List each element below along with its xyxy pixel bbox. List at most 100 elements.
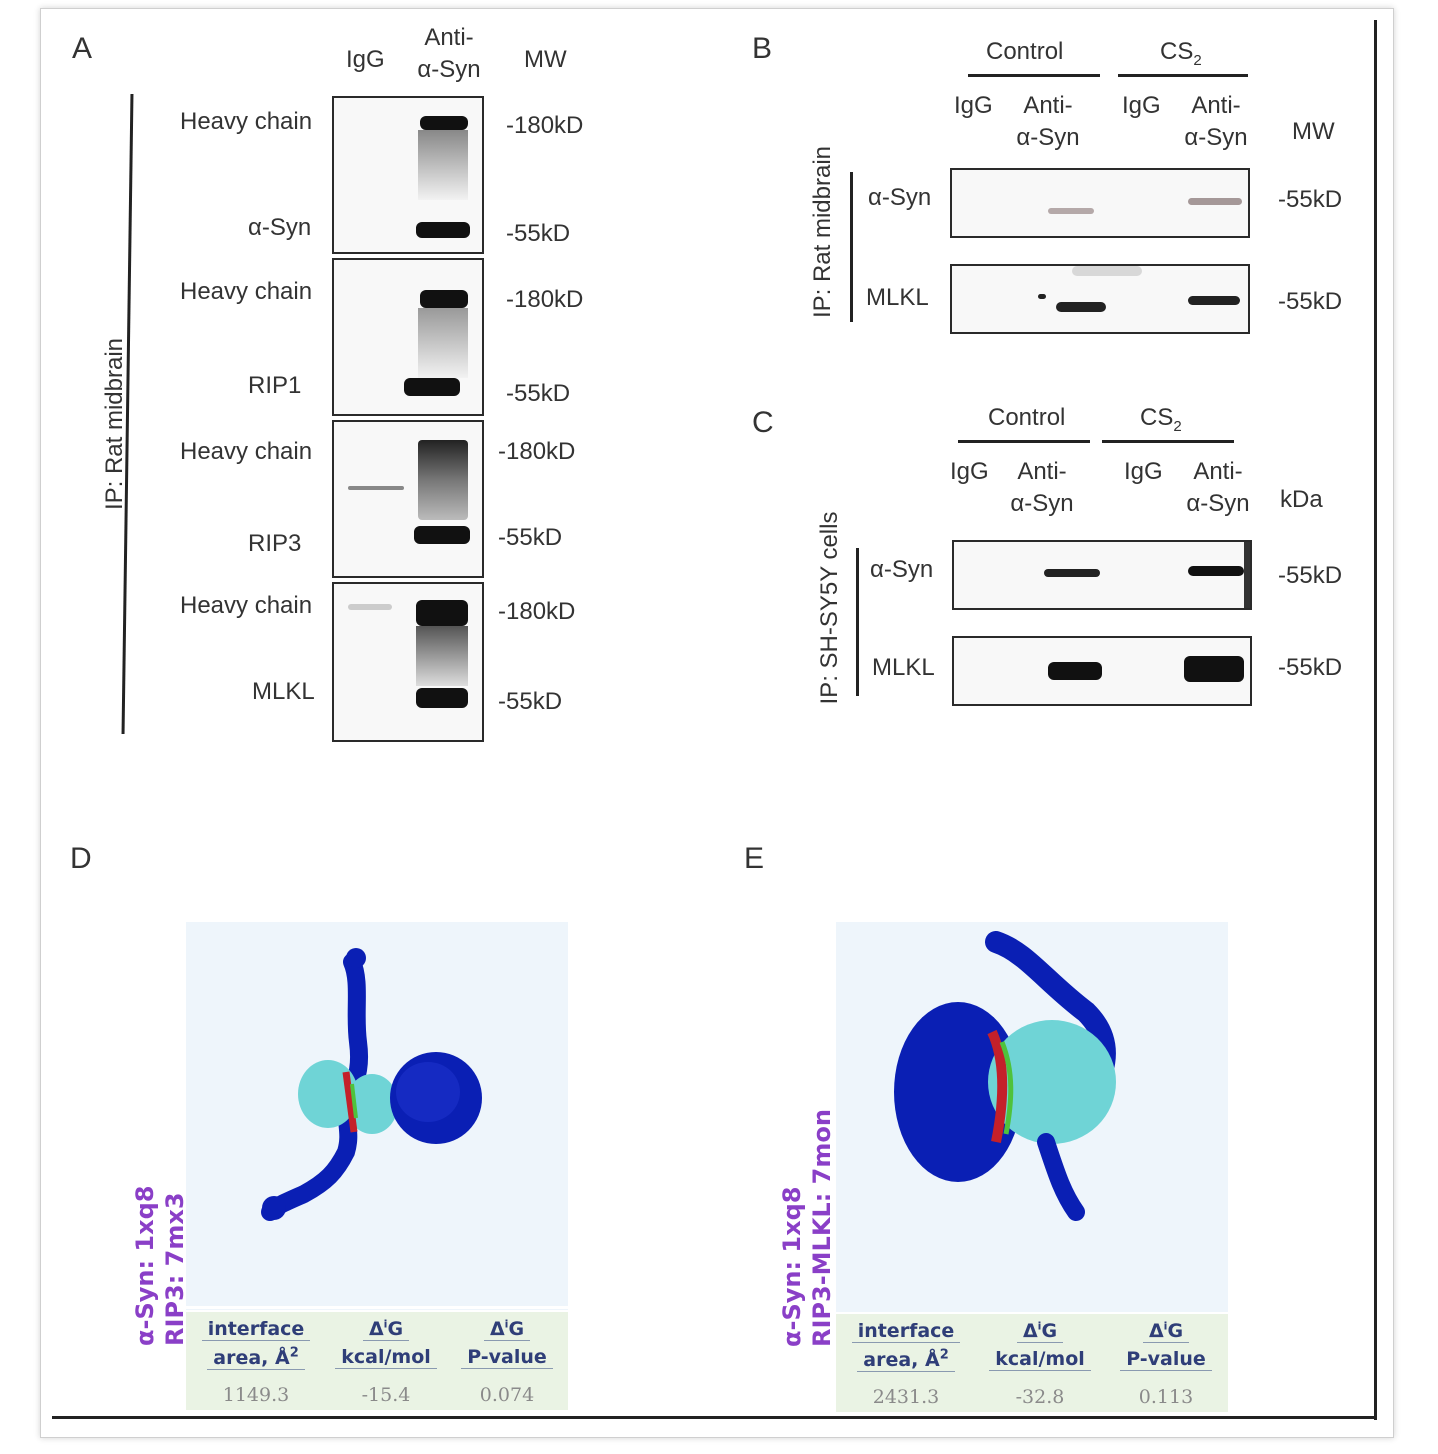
- e-th-dg: ΔiG kcal/mol: [976, 1320, 1104, 1372]
- panel-c-control-rule: [958, 440, 1090, 443]
- a-blot-4: [332, 582, 484, 742]
- band: [1056, 302, 1106, 312]
- band: [1188, 296, 1240, 305]
- band: [1038, 294, 1046, 299]
- d-value-dg: -15.4: [361, 1384, 411, 1406]
- a-blot-2: [332, 258, 484, 416]
- d-th-dg: ΔiG kcal/mol: [326, 1318, 446, 1370]
- band: [420, 116, 468, 130]
- c-row2-label: MLKL: [872, 654, 935, 681]
- band: [1244, 542, 1250, 608]
- a-row2-top-label: Heavy chain: [180, 278, 313, 305]
- panel-d-molecule: [261, 948, 482, 1221]
- band: [348, 486, 404, 490]
- band: [1048, 662, 1102, 680]
- a-row4-mw-bottom: -55kD: [498, 688, 563, 715]
- a-row4-mw-top: -180kD: [498, 598, 576, 625]
- band: [416, 600, 468, 626]
- panel-c-ip-bracket: [856, 548, 859, 696]
- panel-a-label: A: [72, 32, 93, 65]
- panel-c-col-igg-2: IgG: [1124, 458, 1163, 485]
- panel-c-col-anti-1: Anti- α-Syn: [1010, 458, 1074, 517]
- a-row2-mw-top: -180kD: [506, 286, 584, 313]
- c-blot-2: [952, 636, 1252, 706]
- a-row3-top-label: Heavy chain: [180, 438, 313, 465]
- panel-a-ip-label: IP: Rat midbrain: [101, 337, 128, 511]
- d-value-pvalue: 0.074: [479, 1384, 535, 1406]
- band: [1188, 198, 1242, 205]
- panel-b-ip-bracket: [850, 172, 853, 322]
- b-row2-mw: -55kD: [1278, 288, 1343, 315]
- e-value-dg: -32.8: [1015, 1386, 1065, 1408]
- panel-e-molecule: [894, 931, 1116, 1221]
- e-th-area: interface area, Å2: [836, 1320, 976, 1373]
- panel-c-col-mw: kDa: [1280, 486, 1323, 513]
- a-row2-bottom-label: RIP1: [248, 372, 302, 399]
- panel-c-group-control: Control: [988, 404, 1066, 431]
- panel-b-col-igg-1: IgG: [954, 92, 993, 119]
- panel-c-ip-label: IP: SH-SY5Y cells: [816, 511, 843, 705]
- a-row1-bottom-label: α-Syn: [248, 214, 312, 241]
- a-row3-bottom-label: RIP3: [248, 530, 302, 557]
- smear: [418, 308, 468, 378]
- panel-b-label: B: [752, 32, 773, 65]
- e-th-pvalue: ΔiG P-value: [1104, 1320, 1228, 1372]
- band: [1072, 266, 1142, 276]
- panel-b-col-mw: MW: [1292, 118, 1335, 145]
- a-row2-mw-bottom: -55kD: [506, 380, 571, 407]
- band: [1044, 569, 1100, 577]
- band: [416, 688, 468, 708]
- panel-b-ip-label: IP: Rat midbrain: [809, 145, 836, 319]
- panel-b-group-cs2: CS2: [1160, 38, 1202, 69]
- smear: [418, 130, 468, 200]
- figure-bottom-border: [52, 1416, 1377, 1419]
- panel-c-col-anti-2: Anti- α-Syn: [1186, 458, 1250, 517]
- figure-right-border: [1374, 20, 1377, 1420]
- panel-d-side-line1: α-Syn: 1xq8: [131, 1185, 159, 1346]
- d-value-area: 1149.3: [222, 1384, 290, 1406]
- band: [348, 604, 392, 610]
- panel-d-table-gap: [186, 1306, 568, 1309]
- a-blot-3: [332, 420, 484, 578]
- a-row1-top-label: Heavy chain: [180, 108, 313, 135]
- c-blot-1: [952, 540, 1252, 610]
- e-value-pvalue: 0.113: [1138, 1386, 1194, 1408]
- a-row1-mw-top: -180kD: [506, 112, 584, 139]
- c-row1-label: α-Syn: [870, 556, 934, 583]
- panel-b-col-anti-2: Anti- α-Syn: [1184, 92, 1248, 151]
- panel-c-group-cs2: CS2: [1140, 404, 1182, 435]
- panel-e-side-line1: α-Syn: 1xq8: [778, 1186, 806, 1347]
- panel-c-col-igg-1: IgG: [950, 458, 989, 485]
- e-value-area: 2431.3: [872, 1386, 940, 1408]
- panel-a-col-anti: Anti- α-Syn: [417, 24, 481, 83]
- band: [418, 440, 468, 520]
- panel-d-interface-table: interface area, Å2 ΔiG kcal/mol ΔiG P-va…: [186, 1312, 568, 1410]
- b-blot-2: [950, 264, 1250, 334]
- panel-b-cs2-rule: [1118, 74, 1248, 77]
- panel-b-col-igg-2: IgG: [1122, 92, 1161, 119]
- panel-e-interface-table: interface area, Å2 ΔiG kcal/mol ΔiG P-va…: [836, 1314, 1228, 1412]
- band: [404, 378, 460, 396]
- panel-b-col-anti-1: Anti- α-Syn: [1016, 92, 1080, 151]
- band: [1184, 656, 1244, 682]
- panel-a-col-igg: IgG: [346, 46, 385, 73]
- band: [1188, 566, 1244, 576]
- c-row2-mw: -55kD: [1278, 654, 1343, 681]
- b-row2-label: MLKL: [866, 284, 929, 311]
- panel-c-cs2-rule: [1102, 440, 1234, 443]
- band: [1048, 208, 1094, 214]
- d-th-pvalue: ΔiG P-value: [446, 1318, 568, 1370]
- panel-a-col-mw: MW: [524, 46, 567, 73]
- b-row1-label: α-Syn: [868, 184, 932, 211]
- panel-e-structure-image: [836, 922, 1228, 1312]
- panel-d-label: D: [70, 842, 92, 875]
- panel-c-label: C: [752, 406, 774, 439]
- band: [414, 526, 470, 544]
- panel-e-label: E: [744, 842, 765, 875]
- d-th-area: interface area, Å2: [186, 1318, 326, 1371]
- panel-b-control-rule: [968, 74, 1100, 77]
- panel-b-group-control: Control: [986, 38, 1064, 65]
- band: [420, 290, 468, 308]
- a-row3-mw-top: -180kD: [498, 438, 576, 465]
- c-row1-mw: -55kD: [1278, 562, 1343, 589]
